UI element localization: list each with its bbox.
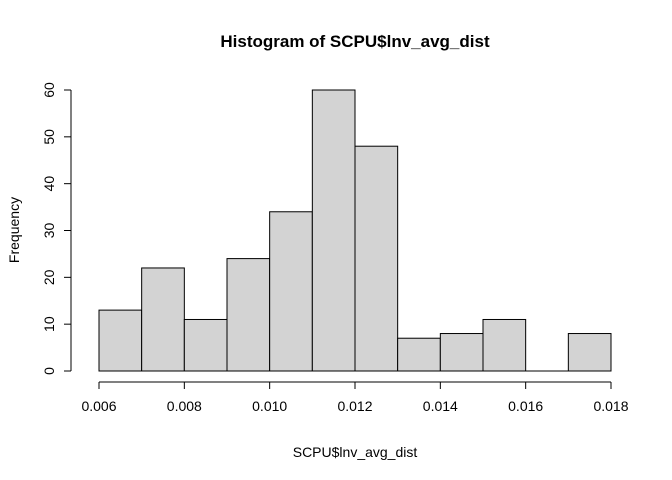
y-axis: 0 10 20 30 40 50 60 [41, 82, 72, 375]
histogram-bar-2 [183, 318, 228, 372]
x-axis-label: SCPU$lnv_avg_dist [293, 444, 418, 460]
x-axis: 0.006 0.008 0.010 0.012 0.014 0.016 0.018 [81, 381, 629, 414]
y-tick-label-6: 60 [41, 82, 57, 98]
x-tick-label-1: 0.008 [167, 398, 202, 414]
chart-title: Histogram of SCPU$lnv_avg_dist [220, 32, 490, 51]
histogram-bar-9 [482, 318, 527, 372]
histogram-bar-5 [311, 89, 356, 372]
y-axis-label: Frequency [6, 197, 22, 263]
histogram-bar-7 [397, 337, 441, 372]
histogram-bars [98, 89, 612, 372]
histogram-bar-3 [226, 258, 271, 372]
x-tick-label-4: 0.014 [423, 398, 458, 414]
histogram-bar-1 [141, 267, 185, 372]
histogram-bar-0 [98, 309, 143, 372]
y-tick-label-1: 10 [41, 316, 57, 332]
x-tick-label-0: 0.006 [81, 398, 116, 414]
y-tick-label-4: 40 [41, 176, 57, 192]
histogram-bar-8 [439, 333, 484, 372]
histogram-bar-6 [354, 145, 399, 372]
y-tick-label-3: 30 [41, 223, 57, 239]
x-tick-label-6: 0.018 [593, 398, 628, 414]
y-tick-label-2: 20 [41, 269, 57, 285]
y-tick-label-0: 0 [41, 367, 57, 375]
histogram-bar-4 [269, 211, 313, 372]
x-tick-label-2: 0.010 [252, 398, 287, 414]
x-tick-label-3: 0.012 [337, 398, 372, 414]
x-tick-label-5: 0.016 [508, 398, 543, 414]
histogram-bar-11 [567, 333, 612, 372]
y-tick-label-5: 50 [41, 129, 57, 145]
